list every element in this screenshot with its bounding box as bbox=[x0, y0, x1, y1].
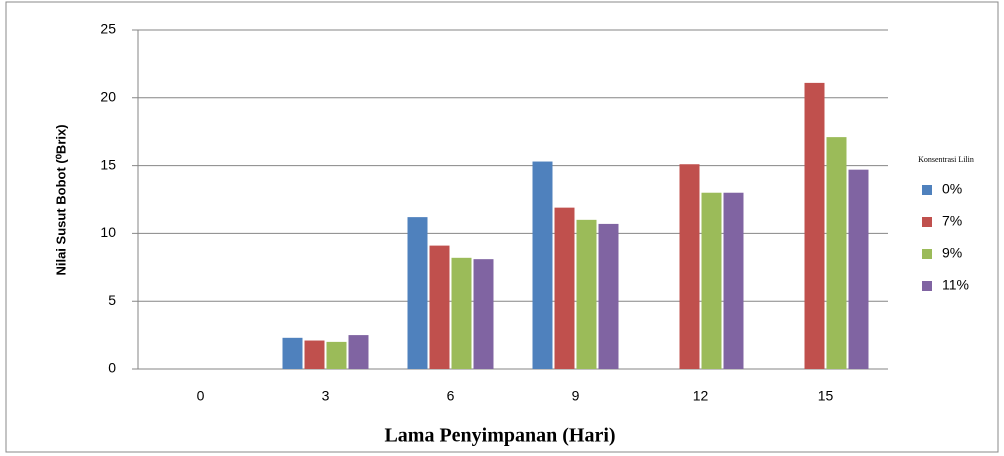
legend-swatch bbox=[922, 217, 932, 227]
x-tick-label: 6 bbox=[447, 388, 455, 404]
bar bbox=[598, 223, 619, 369]
legend-label: 11% bbox=[942, 277, 969, 293]
bar bbox=[407, 217, 428, 369]
bar bbox=[451, 257, 472, 369]
x-tick-label: 0 bbox=[197, 388, 205, 404]
bar bbox=[701, 192, 722, 369]
legend-swatch bbox=[922, 185, 932, 195]
y-tick-label: 5 bbox=[108, 292, 116, 308]
bar bbox=[304, 340, 325, 369]
x-tick-label: 12 bbox=[693, 388, 709, 404]
bar bbox=[473, 259, 494, 369]
x-tick-label: 3 bbox=[322, 388, 330, 404]
y-tick-label: 0 bbox=[108, 360, 116, 376]
y-tick-label: 10 bbox=[100, 224, 116, 240]
bar bbox=[554, 207, 575, 369]
legend-title: Konsentrasi Lilin bbox=[918, 155, 974, 164]
x-tick-label: 9 bbox=[572, 388, 580, 404]
bar bbox=[679, 164, 700, 369]
bar bbox=[348, 335, 369, 369]
legend-label: 7% bbox=[942, 213, 962, 229]
y-tick-label: 25 bbox=[100, 21, 116, 37]
x-axis-title: Lama Penyimpanan (Hari) bbox=[384, 425, 615, 447]
bar bbox=[282, 337, 303, 369]
y-axis-title: Nilai Susut Bobot (⁰Brix) bbox=[53, 124, 68, 275]
legend-label: 0% bbox=[942, 181, 962, 197]
bar bbox=[826, 137, 847, 369]
legend-label: 9% bbox=[942, 245, 962, 261]
bar bbox=[848, 169, 869, 369]
y-tick-label: 20 bbox=[100, 89, 116, 105]
bar bbox=[429, 245, 450, 369]
bar bbox=[723, 192, 744, 369]
bar bbox=[326, 341, 347, 369]
y-tick-label: 15 bbox=[100, 156, 116, 172]
legend-swatch bbox=[922, 249, 932, 259]
legend-swatch bbox=[922, 281, 932, 291]
x-tick-label: 15 bbox=[818, 388, 834, 404]
bar bbox=[576, 219, 597, 369]
bar bbox=[804, 82, 825, 369]
bar bbox=[532, 161, 553, 369]
